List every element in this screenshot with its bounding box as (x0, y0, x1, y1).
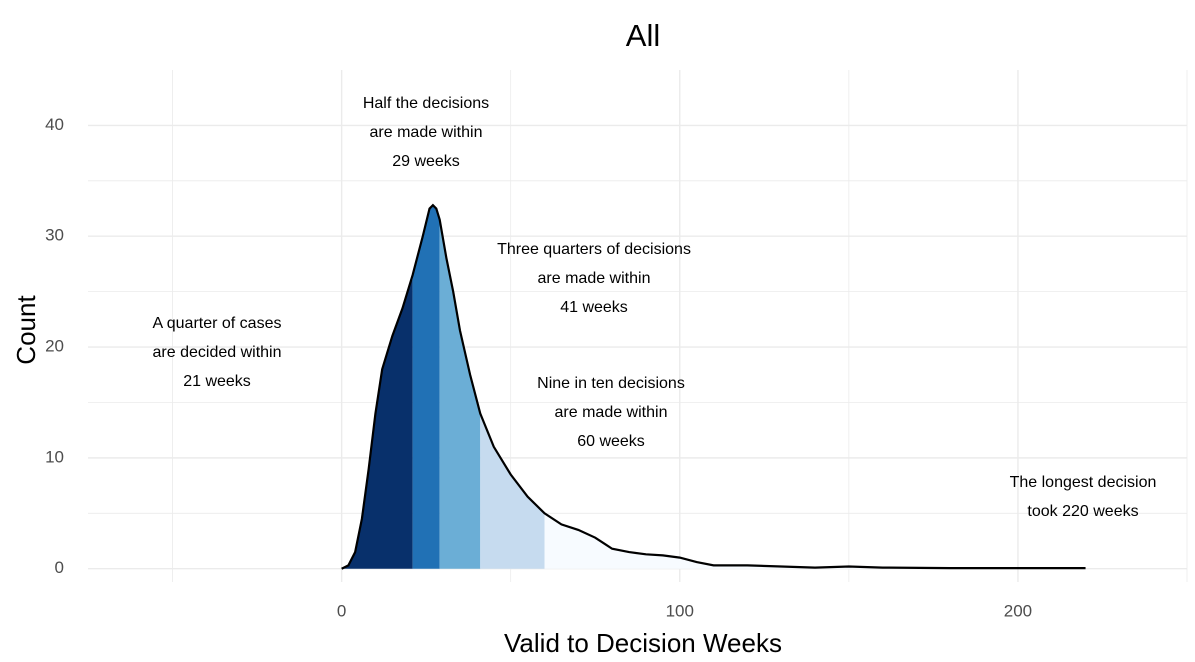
y-tick-label: 10 (45, 447, 64, 466)
x-tick-label: 0 (337, 601, 346, 620)
quantile-band (439, 219, 481, 569)
density-line (341, 203, 1086, 570)
annotation: are made within (555, 404, 668, 421)
annotation: took 220 weeks (1027, 503, 1138, 520)
annotation: Nine in ten decisions (537, 375, 685, 392)
annotation: A quarter of cases (153, 315, 282, 332)
y-tick-label: 40 (45, 115, 64, 134)
annotation: Three quarters of decisions (497, 241, 691, 258)
y-tick-label: 30 (45, 226, 64, 245)
annotation: 29 weeks (392, 153, 460, 170)
annotation: The longest decision (1010, 474, 1157, 491)
annotation: 41 weeks (560, 299, 628, 316)
y-tick-label: 0 (55, 558, 64, 577)
x-axis-label: Valid to Decision Weeks (504, 628, 782, 658)
y-axis-label: Count (11, 295, 41, 365)
annotation: are made within (370, 124, 483, 141)
x-tick-label: 200 (1004, 601, 1032, 620)
y-tick-label: 20 (45, 337, 64, 356)
quantile-band (544, 513, 1086, 569)
annotation: are decided within (153, 344, 282, 361)
quantile-band (341, 275, 413, 569)
x-tick-label: 100 (666, 601, 694, 620)
quantile-band (412, 205, 440, 569)
annotation: are made within (538, 270, 651, 287)
annotation: 60 weeks (577, 433, 645, 450)
annotation: 21 weeks (183, 373, 251, 390)
annotation: Half the decisions (363, 95, 489, 112)
chart-title: All (626, 18, 660, 53)
